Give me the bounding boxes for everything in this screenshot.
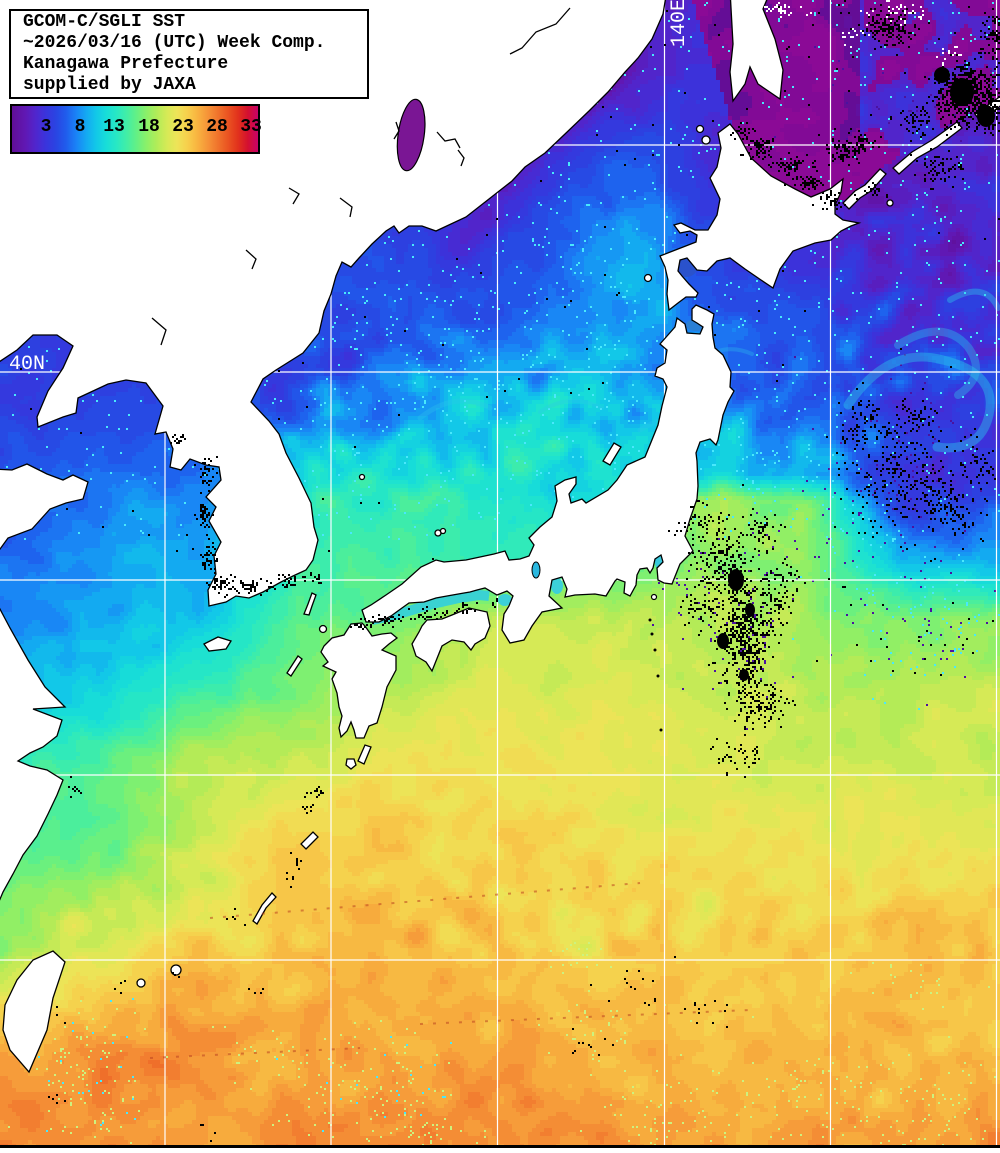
svg-text:140E: 140E <box>668 0 691 47</box>
svg-text:40N: 40N <box>9 353 45 376</box>
